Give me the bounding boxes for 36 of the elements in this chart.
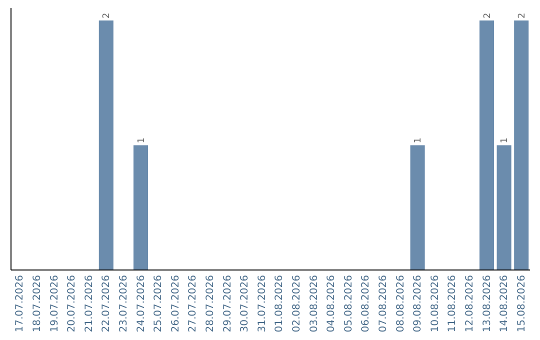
x-tick-label: 21.07.2026: [84, 275, 95, 332]
x-tick-label: 03.08.2026: [308, 275, 320, 332]
data-label: 2: [102, 12, 112, 18]
x-tick-label: 25.07.2026: [153, 275, 164, 332]
x-tick-label: 17.07.2026: [14, 275, 26, 332]
x-tick-label: 23.07.2026: [118, 275, 130, 332]
x-tick-label: 07.08.2026: [378, 275, 389, 332]
x-tick-label: 30.07.2026: [240, 275, 251, 332]
x-tick-label: 31.07.2026: [256, 275, 268, 332]
x-tick-label: 09.08.2026: [412, 275, 424, 332]
data-label: 2: [482, 12, 493, 18]
x-tick-label: 10.08.2026: [430, 275, 441, 332]
x-tick-label: 04.08.2026: [326, 275, 338, 332]
x-tick-label: 14.08.2026: [499, 275, 510, 332]
x-tick-label: 27.07.2026: [188, 275, 199, 332]
data-label: 2: [517, 12, 528, 18]
x-tick-label: 26.07.2026: [170, 275, 182, 332]
x-tick-label: 19.07.2026: [49, 275, 60, 332]
x-tick-label: 05.08.2026: [343, 275, 354, 332]
x-tick-label: 06.08.2026: [360, 275, 372, 332]
data-label: 1: [414, 138, 424, 144]
x-tick-label: 02.08.2026: [291, 275, 302, 332]
x-tick-label: 18.07.2026: [32, 275, 43, 332]
x-tick-label: 24.07.2026: [136, 275, 147, 332]
x-tick-label: 15.08.2026: [516, 275, 528, 332]
x-tick-label: 28.07.2026: [204, 275, 216, 332]
x-tick-label: 22.07.2026: [101, 275, 112, 332]
data-label: 1: [500, 138, 510, 144]
x-tick-label: 29.07.2026: [222, 275, 234, 332]
x-tick-label: 01.08.2026: [274, 275, 286, 332]
x-tick-label: 13.08.2026: [482, 275, 493, 332]
x-tick-label: 12.08.2026: [464, 275, 476, 332]
x-tick-label: 20.07.2026: [66, 275, 78, 332]
x-tick-label: 11.08.2026: [447, 275, 458, 332]
data-label: 1: [136, 138, 147, 144]
x-tick-label: 08.08.2026: [395, 275, 406, 332]
